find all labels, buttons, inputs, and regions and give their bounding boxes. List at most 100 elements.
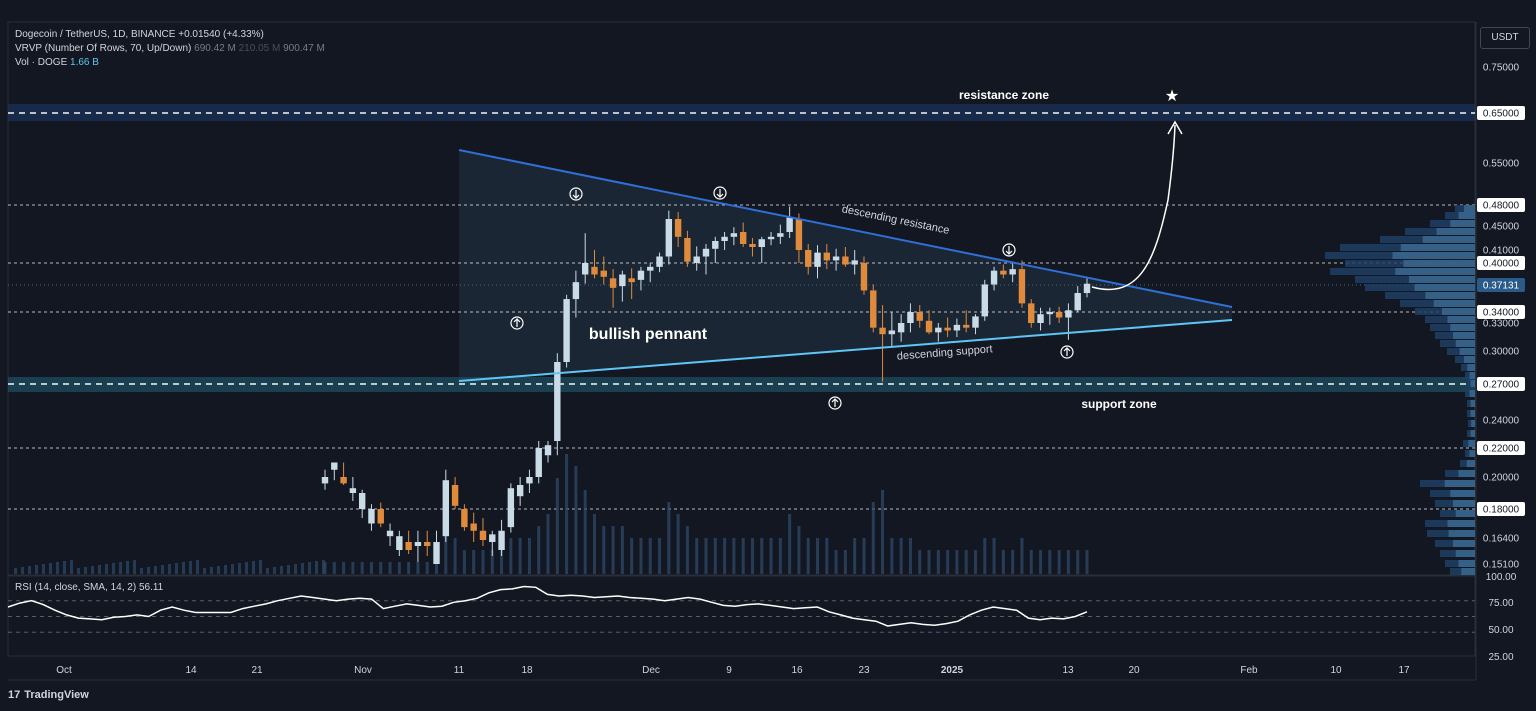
candle[interactable] [386,523,394,547]
candle[interactable] [739,222,747,248]
candle[interactable] [526,469,533,493]
candle[interactable] [795,213,803,263]
candle[interactable] [916,305,923,328]
candle[interactable] [1009,263,1016,283]
candle[interactable] [842,247,849,267]
candle[interactable] [516,477,524,506]
volume-bar [42,564,45,574]
rsi-label[interactable]: RSI (14, close, SMA, 14, 2) [15,582,137,593]
currency-unit-button[interactable]: USDT [1480,27,1530,49]
candle[interactable] [851,250,858,275]
symbol-name[interactable]: Dogecoin / TetherUS, 1D, BINANCE [15,29,176,40]
candle[interactable] [600,256,607,285]
candle[interactable] [535,441,542,484]
candle[interactable] [591,250,598,279]
volume-bar [397,562,401,574]
candle[interactable] [814,245,821,279]
candle[interactable] [479,518,487,546]
candle[interactable] [637,266,645,291]
candle[interactable] [953,318,961,337]
candle[interactable] [944,317,951,338]
candle[interactable] [805,244,812,275]
candle[interactable] [321,469,329,490]
candle[interactable] [665,210,673,265]
candle[interactable] [1074,286,1081,312]
candle[interactable] [442,469,450,542]
candle[interactable] [507,483,515,533]
candle[interactable] [405,530,412,554]
candle[interactable] [572,270,580,318]
volume-label[interactable]: Vol · DOGE [15,57,68,68]
candle[interactable] [730,227,738,246]
candle[interactable] [684,230,691,267]
price-axis-label: 0.18000 [1483,505,1520,516]
candle[interactable] [888,312,896,347]
candle[interactable] [1018,260,1026,308]
candle[interactable] [609,269,617,308]
candle[interactable] [340,462,347,486]
candle[interactable] [702,244,710,275]
volume-profile-row-up [1470,380,1475,387]
candle[interactable] [647,263,654,283]
candle[interactable] [925,310,933,335]
vrvp-label[interactable]: VRVP (Number Of Rows, 70, Up/Down) [15,43,192,54]
candle[interactable] [554,353,561,456]
volume-profile-row-up [1450,220,1475,227]
volume-profile-row-up [1455,550,1475,557]
candle[interactable] [935,323,942,342]
candle[interactable] [767,232,775,246]
candle[interactable] [581,233,589,284]
candle[interactable] [656,252,663,273]
candle[interactable] [1000,264,1007,279]
candle[interactable] [451,477,459,509]
candle[interactable] [749,238,756,257]
descending-resistance-line[interactable] [458,149,1233,308]
candle[interactable] [358,489,366,519]
candle[interactable] [1028,299,1035,328]
rsi-pane[interactable] [7,575,1476,657]
candle[interactable] [498,519,505,556]
candle[interactable] [544,441,552,463]
candle[interactable] [860,256,868,295]
price-axis-label: 0.16400 [1483,534,1520,545]
candle[interactable] [721,232,728,250]
candle[interactable] [823,244,831,270]
candle[interactable] [990,266,998,291]
candle[interactable] [331,462,338,481]
candle[interactable] [1055,306,1063,323]
candle[interactable] [489,530,496,556]
candle[interactable] [470,512,477,542]
candle[interactable] [461,504,468,531]
candle[interactable] [396,530,403,556]
candle[interactable] [377,502,384,528]
candle[interactable] [870,284,877,333]
candle[interactable] [414,530,422,562]
candle[interactable] [879,305,886,382]
candle[interactable] [349,477,357,501]
candle[interactable] [424,530,431,556]
volume-bar [816,538,820,574]
candle[interactable] [1046,307,1054,325]
candle[interactable] [563,294,570,368]
candle[interactable] [786,206,793,238]
candle[interactable] [368,504,375,531]
candle[interactable] [897,314,905,342]
candle[interactable] [962,310,970,333]
candle[interactable] [1083,276,1091,298]
candle[interactable] [907,303,914,333]
candle[interactable] [619,270,626,302]
candle[interactable] [832,248,840,271]
volume-bar [648,538,652,574]
descending-support-line[interactable] [458,319,1233,382]
candle[interactable] [972,314,979,335]
candle[interactable] [777,224,784,244]
candle[interactable] [758,236,765,263]
candle[interactable] [712,236,719,263]
candle[interactable] [981,279,988,321]
vrvp-down-value: 210.05 M [238,43,281,54]
candle[interactable] [693,246,700,271]
candle[interactable] [1037,307,1044,331]
candle[interactable] [674,212,682,247]
candle[interactable] [433,530,440,564]
candle[interactable] [628,268,635,300]
